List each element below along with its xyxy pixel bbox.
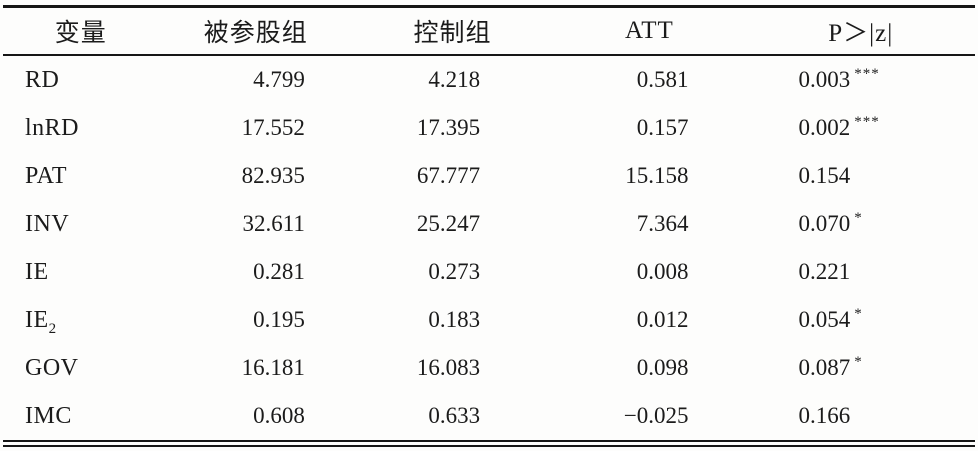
column-header-control-group: 控制组 bbox=[352, 6, 553, 56]
pvalue-cell: 0.003 *** bbox=[747, 55, 975, 104]
control-value-cell: 17.395 bbox=[416, 115, 481, 140]
pvalue-text: 0.087 bbox=[798, 355, 851, 380]
treated-value-cell: 82.935 bbox=[241, 163, 305, 188]
treated-value-cell: 0.195 bbox=[253, 307, 305, 332]
treated-value-cell: 17.552 bbox=[241, 115, 305, 140]
att-value-cell: 0.157 bbox=[636, 115, 689, 140]
control-value-cell: 0.273 bbox=[428, 259, 481, 284]
table-row: IE 0.281 0.273 0.008 0.221 bbox=[3, 248, 975, 296]
att-value-cell: −0.025 bbox=[623, 403, 689, 428]
significance-stars: *** bbox=[854, 66, 880, 83]
pvalue-cell: 0.154 bbox=[747, 152, 975, 200]
variable-label: IE bbox=[25, 258, 49, 285]
pvalue-cell: 0.221 bbox=[747, 248, 975, 296]
control-value-cell: 67.777 bbox=[416, 163, 481, 188]
variable-cell: IE bbox=[3, 248, 159, 296]
att-value-cell: 0.098 bbox=[636, 355, 689, 380]
header-row: 变量 被参股组 控制组 ATT P＞|z| bbox=[3, 6, 975, 56]
pvalue-cell: 0.070 * bbox=[747, 200, 975, 248]
variable-cell: IE2 bbox=[3, 296, 159, 344]
variable-cell: INV bbox=[3, 200, 159, 248]
treated-value-cell: 16.181 bbox=[241, 355, 305, 380]
pvalue-cell: 0.002 *** bbox=[747, 104, 975, 152]
variable-label: INV bbox=[25, 210, 70, 237]
pvalue-text: 0.003 bbox=[798, 67, 851, 92]
treated-value-cell: 32.611 bbox=[242, 211, 305, 236]
att-value-cell: 15.158 bbox=[625, 163, 689, 188]
column-header-variable: 变量 bbox=[3, 6, 159, 56]
variable-label: IE bbox=[25, 306, 49, 333]
att-value-cell: 7.364 bbox=[636, 211, 689, 236]
pvalue-cell: 0.166 bbox=[747, 392, 975, 444]
pvalue-text: 0.154 bbox=[798, 163, 851, 188]
column-header-pvalue: P＞|z| bbox=[746, 6, 975, 56]
control-value-cell: 4.218 bbox=[428, 67, 481, 92]
pvalue-cell: 0.087 * bbox=[747, 344, 975, 392]
pvalue-text: 0.070 bbox=[798, 211, 851, 236]
variable-label: PAT bbox=[25, 162, 67, 189]
table-row: RD 4.799 4.218 0.581 0.003 *** bbox=[3, 55, 975, 104]
table-row: PAT 82.935 67.777 15.158 0.154 bbox=[3, 152, 975, 200]
table-row: IE2 0.195 0.183 0.012 0.054 * bbox=[3, 296, 975, 344]
control-value-cell: 25.247 bbox=[416, 211, 481, 236]
att-value-cell: 0.008 bbox=[636, 259, 689, 284]
pvalue-text: 0.166 bbox=[798, 403, 851, 428]
table-row: lnRD 17.552 17.395 0.157 0.002 *** bbox=[3, 104, 975, 152]
psm-att-results-table: 变量 被参股组 控制组 ATT P＞|z| RD 4.799 4.218 0.5… bbox=[3, 5, 975, 447]
significance-stars: * bbox=[854, 354, 863, 371]
variable-cell: RD bbox=[3, 55, 159, 104]
significance-stars: * bbox=[854, 306, 863, 323]
pvalue-cell: 0.054 * bbox=[747, 296, 975, 344]
control-value-cell: 0.633 bbox=[428, 403, 481, 428]
variable-label: IMC bbox=[25, 402, 72, 429]
control-value-cell: 16.083 bbox=[416, 355, 481, 380]
variable-cell: IMC bbox=[3, 392, 159, 444]
treated-value-cell: 0.608 bbox=[253, 403, 305, 428]
table-row: INV 32.611 25.247 7.364 0.070 * bbox=[3, 200, 975, 248]
control-value-cell: 0.183 bbox=[428, 307, 481, 332]
variable-cell: lnRD bbox=[3, 104, 159, 152]
pvalue-text: 0.221 bbox=[798, 259, 851, 284]
att-value-cell: 0.012 bbox=[636, 307, 689, 332]
variable-label: RD bbox=[25, 66, 60, 93]
significance-stars: * bbox=[854, 210, 863, 227]
att-value-cell: 0.581 bbox=[636, 67, 689, 92]
table-row: IMC 0.608 0.633 −0.025 0.166 bbox=[3, 392, 975, 444]
column-header-treated-group: 被参股组 bbox=[158, 6, 353, 56]
variable-cell: PAT bbox=[3, 152, 159, 200]
variable-cell: GOV bbox=[3, 344, 159, 392]
variable-subscript: 2 bbox=[48, 320, 57, 337]
treated-value-cell: 4.799 bbox=[253, 67, 305, 92]
treated-value-cell: 0.281 bbox=[253, 259, 305, 284]
pvalue-text: 0.002 bbox=[798, 115, 851, 140]
variable-label: GOV bbox=[25, 354, 79, 381]
column-header-att: ATT bbox=[552, 6, 747, 56]
significance-stars: *** bbox=[854, 114, 880, 131]
pvalue-text: 0.054 bbox=[798, 307, 851, 332]
table-row: GOV 16.181 16.083 0.098 0.087 * bbox=[3, 344, 975, 392]
variable-label: lnRD bbox=[25, 114, 80, 141]
